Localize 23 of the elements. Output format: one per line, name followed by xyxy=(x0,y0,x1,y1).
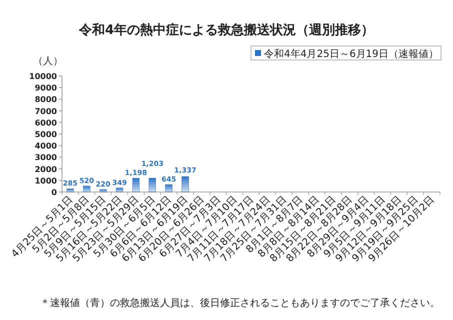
y-axis-title: （人） xyxy=(33,56,63,67)
bar xyxy=(99,189,107,192)
bar xyxy=(116,188,124,192)
y-tick-label: 8000 xyxy=(34,95,58,104)
bar xyxy=(66,188,74,192)
y-tick-label: 9000 xyxy=(34,84,58,93)
legend-label: 令和4年4月25日～6月19日（速報値） xyxy=(264,48,439,60)
y-tick-label: 2000 xyxy=(34,164,58,174)
y-tick-label: 10000 xyxy=(29,72,58,81)
y-tick-label: 1000 xyxy=(34,176,58,186)
y-tick-label: 7000 xyxy=(34,106,58,116)
bar xyxy=(165,184,172,192)
y-tick-label: 4000 xyxy=(34,142,58,151)
y-tick-label: 5000 xyxy=(34,130,58,139)
text: ＊速報値（青）の救急搬送人員は、後日修正されることもありますのでご了承ください。 xyxy=(40,297,440,309)
bar xyxy=(83,186,90,192)
bar xyxy=(182,176,189,192)
y-tick-label: 0 xyxy=(51,188,58,197)
bar xyxy=(148,178,156,192)
y-tick-label: 3000 xyxy=(34,153,58,162)
bar xyxy=(132,178,140,192)
y-tick-label: 6000 xyxy=(34,118,58,128)
chart-title: 令和4年の熱中症による救急搬送状況（週別推移） xyxy=(78,22,374,38)
